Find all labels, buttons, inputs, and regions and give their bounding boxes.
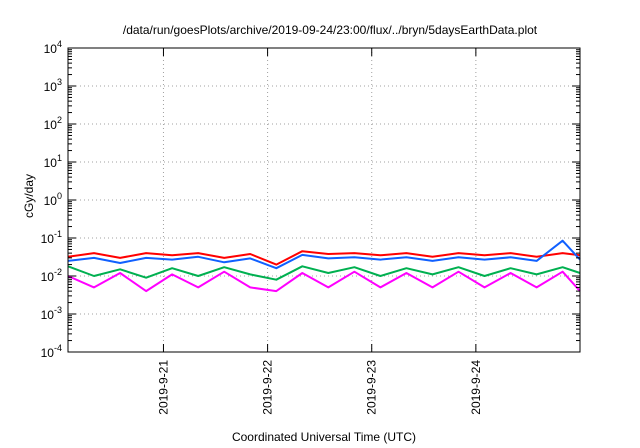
grid-lines: [68, 48, 580, 352]
y-tick-label: 10-3: [41, 305, 62, 322]
x-axis-label: Coordinated Universal Time (UTC): [232, 430, 416, 444]
y-tick-label: 103: [44, 77, 62, 94]
series-line: [67, 265, 581, 281]
y-tick-label: 10-2: [41, 267, 62, 284]
x-tick-label: 2019-9-23: [365, 360, 379, 415]
series-lines: [67, 239, 581, 293]
x-tick-label: 2019-9-22: [261, 360, 275, 415]
series-line: [67, 239, 581, 270]
y-tick-label: 10-4: [41, 343, 62, 360]
y-axis-label: cGy/day: [22, 174, 36, 218]
axes: 10-4 10-3 10-2 10-1 100 101 102 103 104 2019-9-21…: [41, 39, 581, 415]
plot-frame: [67, 47, 581, 353]
y-tick-label: 102: [44, 115, 62, 132]
y-tick-label: 104: [44, 39, 62, 56]
series-line: [67, 270, 581, 293]
chart-title: /data/run/goesPlots/archive/2019-09-24/2…: [123, 23, 538, 37]
x-tick-label: 2019-9-24: [469, 360, 483, 415]
y-tick-label: 100: [44, 191, 62, 208]
x-tick-label: 2019-9-21: [156, 360, 170, 415]
y-tick-label: 10-1: [41, 229, 62, 246]
series-line: [67, 250, 581, 266]
y-tick-label: 101: [44, 153, 62, 170]
